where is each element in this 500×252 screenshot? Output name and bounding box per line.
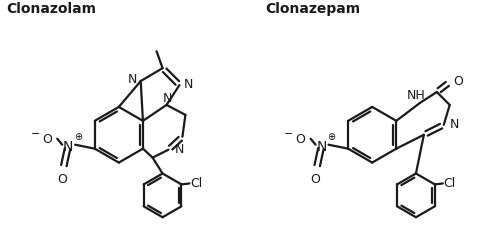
Text: Cl: Cl xyxy=(444,176,456,189)
Text: Clonazepam: Clonazepam xyxy=(265,2,360,16)
Text: Cl: Cl xyxy=(190,176,202,189)
Text: N: N xyxy=(63,139,74,153)
Text: N: N xyxy=(316,139,326,153)
Text: N: N xyxy=(128,72,138,85)
Text: O: O xyxy=(296,133,306,146)
Text: O: O xyxy=(310,172,320,185)
Text: Clonazolam: Clonazolam xyxy=(6,2,96,16)
Text: O: O xyxy=(42,133,52,146)
Text: −: − xyxy=(30,128,40,138)
Text: ⊕: ⊕ xyxy=(328,131,336,141)
Text: O: O xyxy=(454,74,464,87)
Text: O: O xyxy=(58,172,67,185)
Text: N: N xyxy=(163,92,172,105)
Text: −: − xyxy=(284,128,294,138)
Text: ⊕: ⊕ xyxy=(74,131,82,141)
Text: N: N xyxy=(175,143,184,155)
Text: N: N xyxy=(184,77,193,90)
Text: N: N xyxy=(450,118,460,131)
Text: NH: NH xyxy=(406,88,426,101)
